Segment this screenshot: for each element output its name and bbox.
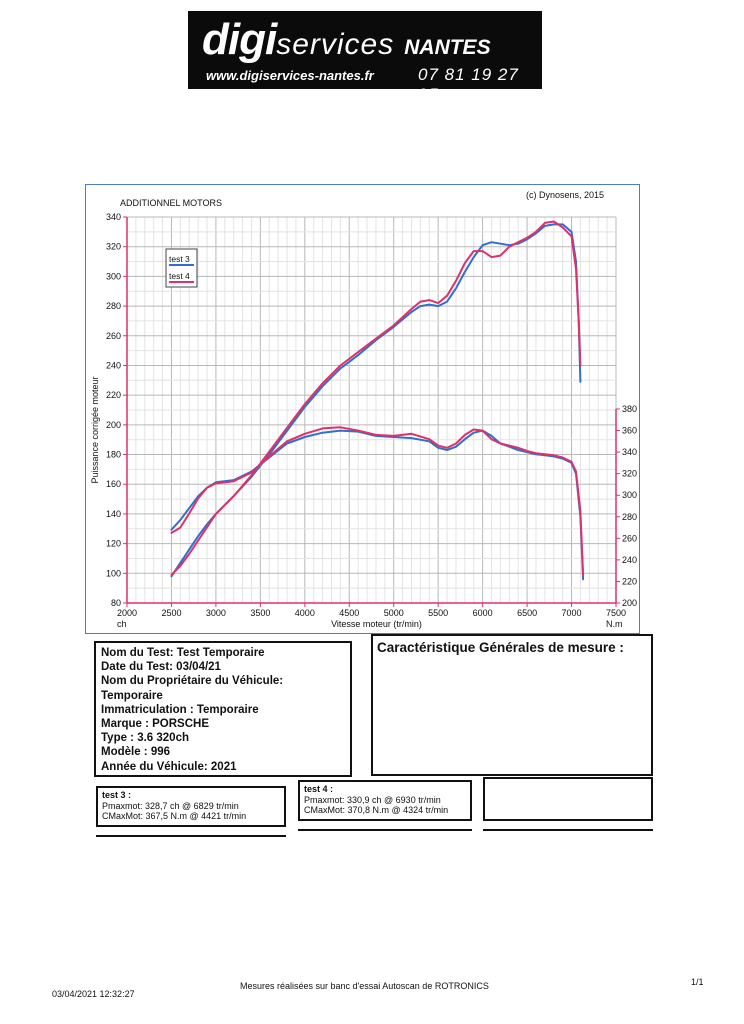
test-info-row: Type : 3.6 320ch bbox=[101, 732, 189, 745]
x-axis-title: Vitesse moteur (tr/min) bbox=[331, 619, 422, 629]
y-right-tick-label: 200 bbox=[622, 598, 637, 608]
legend-label: test 3 bbox=[169, 254, 190, 264]
legend-box bbox=[165, 248, 198, 288]
phone-number: 07 81 19 27 95 bbox=[418, 65, 519, 104]
y-left-tick-label: 280 bbox=[106, 301, 121, 311]
chart-plot: 2000 2500 3000 3500 4000 4500 5000 5500 6000 6500… bbox=[90, 212, 637, 629]
x-tick-label: 7000 bbox=[562, 608, 582, 618]
y-right-tick-label: 220 bbox=[622, 576, 637, 586]
footer-note: Mesures réalisées sur banc d'essai Autos… bbox=[240, 981, 489, 991]
measurement-characteristics-box: Caractéristique Générales de mesure : bbox=[371, 634, 653, 776]
y-left-tick-label: 120 bbox=[106, 539, 121, 549]
y-left-tick-label: 80 bbox=[111, 598, 121, 608]
brand-main: digi bbox=[202, 15, 277, 64]
y-left-tick-label: 100 bbox=[106, 568, 121, 578]
y-left-tick-label: 340 bbox=[106, 212, 121, 222]
footer-datetime: 03/04/2021 12:32:27 bbox=[52, 989, 135, 999]
x-unit-right: N.m bbox=[606, 619, 623, 629]
test3-title: test 3 : bbox=[102, 790, 132, 800]
test-info-row: Date du Test: 03/04/21 bbox=[101, 661, 221, 674]
series-line-test-4-power bbox=[170, 220, 582, 576]
y-right-tick-label: 300 bbox=[622, 490, 637, 500]
y-right-tick-label: 340 bbox=[622, 447, 637, 457]
y-right-tick-label: 360 bbox=[622, 426, 637, 436]
x-tick-label: 3500 bbox=[250, 608, 270, 618]
test4-pmax: Pmaxmot: 330,9 ch @ 6930 tr/min bbox=[304, 794, 441, 805]
brand-sub: services bbox=[276, 28, 395, 61]
test3-underline bbox=[96, 835, 286, 837]
x-tick-label: 6500 bbox=[517, 608, 537, 618]
test-info-row: Nom du Propriétaire du Véhicule: bbox=[101, 675, 284, 688]
test3-cmax: CMaxMot: 367,5 N.m @ 4421 tr/min bbox=[102, 811, 247, 821]
chart-title: ADDITIONNEL MOTORS bbox=[120, 198, 223, 208]
y-left-tick-label: 240 bbox=[106, 360, 121, 370]
test4-title: test 4 : bbox=[304, 784, 334, 794]
test-info-row: Modèle : 996 bbox=[101, 746, 171, 759]
test-info-row: Immatriculation : Temporaire bbox=[101, 703, 259, 716]
empty-underline bbox=[483, 829, 653, 831]
test-info-box: Nom du Test: Test Temporaire Date du Test… bbox=[94, 641, 352, 777]
footer-page: 1/1 bbox=[691, 977, 704, 987]
y-left-tick-label: 160 bbox=[106, 479, 121, 489]
chart-copyright: (c) Dynosens, 2015 bbox=[526, 190, 605, 200]
x-tick-label: 5500 bbox=[428, 608, 448, 618]
empty-results-box bbox=[483, 777, 653, 821]
y-right-tick-label: 280 bbox=[622, 512, 637, 522]
y-right-tick-label: 260 bbox=[622, 533, 637, 543]
x-tick-label: 4500 bbox=[339, 608, 359, 618]
test4-results-box: test 4 : Pmaxmot: 330,9 ch @ 6930 tr/min… bbox=[298, 780, 472, 821]
y-right-tick-label: 380 bbox=[622, 404, 637, 414]
test4-underline bbox=[298, 829, 472, 831]
y-left-tick-label: 180 bbox=[106, 450, 121, 460]
y-right-tick-label: 240 bbox=[622, 555, 637, 565]
test-info-row: Marque : PORSCHE bbox=[101, 718, 209, 731]
test-info-rows: Nom du Test: Test Temporaire Date du Test… bbox=[101, 646, 345, 774]
dyno-chart: ADDITIONNEL MOTORS (c) Dynosens, 2015 20… bbox=[85, 184, 640, 634]
y-left-tick-label: 300 bbox=[106, 271, 121, 281]
y-left-tick-label: 260 bbox=[106, 331, 121, 341]
x-tick-label: 4000 bbox=[295, 608, 315, 618]
brand-logo: digiservices NANTES bbox=[202, 15, 491, 65]
x-tick-label: 2000 bbox=[117, 608, 137, 618]
x-tick-label: 6000 bbox=[473, 608, 493, 618]
legend-label: test 4 bbox=[169, 271, 190, 281]
x-unit-left: ch bbox=[117, 619, 127, 629]
y-left-tick-label: 220 bbox=[106, 390, 121, 400]
y-left-tick-label: 140 bbox=[106, 509, 121, 519]
x-tick-label: 7500 bbox=[606, 608, 626, 618]
x-tick-label: 3000 bbox=[206, 608, 226, 618]
brand-city: NANTES bbox=[404, 36, 491, 59]
test3-pmax: Pmaxmot: 328,7 ch @ 6829 tr/min bbox=[102, 800, 239, 811]
test3-results-box: test 3 : Pmaxmot: 328,7 ch @ 6829 tr/min… bbox=[96, 786, 286, 827]
header-banner: digiservices NANTES www.digiservices-nant… bbox=[188, 11, 542, 104]
test-info-row: Année du Véhicule: 2021 bbox=[101, 760, 237, 773]
y-left-tick-label: 320 bbox=[106, 242, 121, 252]
test-info-row: Nom du Test: Test Temporaire bbox=[101, 647, 265, 659]
y-left-tick-label: 200 bbox=[106, 420, 121, 430]
x-tick-label: 2500 bbox=[161, 608, 181, 618]
y-left-title: Puissance corrigée moteur bbox=[90, 376, 100, 483]
test-info-row: Temporaire bbox=[101, 689, 163, 702]
series-line-test-4-torque bbox=[170, 426, 585, 576]
x-tick-label: 5000 bbox=[384, 608, 404, 618]
website-url: www.digiservices-nantes.fr bbox=[206, 68, 374, 83]
test4-cmax: CMaxMot: 370,8 N.m @ 4324 tr/min bbox=[304, 805, 449, 815]
y-right-tick-label: 320 bbox=[622, 469, 637, 479]
measurement-characteristics-title: Caractéristique Générales de mesure : bbox=[377, 640, 624, 655]
